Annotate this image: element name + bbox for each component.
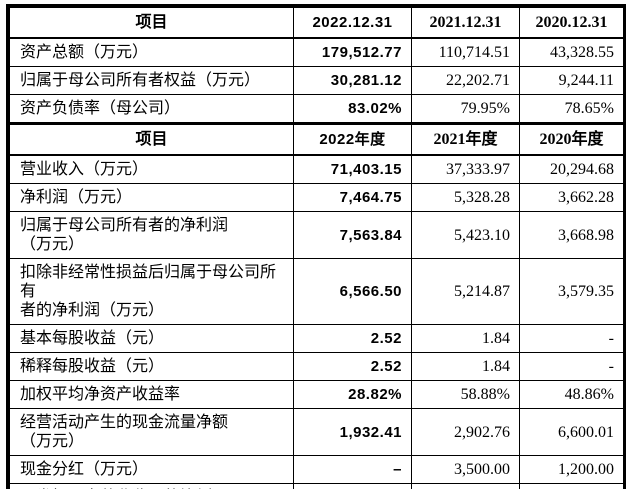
value-2021-cell: 1.84 [411, 352, 520, 381]
row-label-cell: 现金分红（万元） [9, 455, 294, 484]
value-2020-cell: 43,328.55 [519, 37, 624, 67]
table-row-weighted-avg-roe: 加权平均净资产收益率 28.82% 58.88% 48.86% [9, 380, 624, 409]
income-statement-table: 项目 2022年度 2021年度 2020年度 营业收入（万元） 71,403.… [9, 123, 624, 489]
value-2020-cell: 9,244.11 [519, 66, 624, 95]
table-row-debt-ratio: 资产负债率（母公司） 83.02% 79.95% 78.65% [9, 94, 624, 123]
value-2021-cell: 3,500.00 [411, 455, 520, 484]
column-header-2022-year: 2022年度 [293, 123, 412, 156]
value-2022-cell: 83.02% [293, 94, 412, 123]
table-row-diluted-eps: 稀释每股收益（元） 2.52 1.84 - [9, 352, 624, 381]
value-2022-cell: 1,932.41 [293, 408, 412, 456]
value-2021-cell: 1.84 [411, 324, 520, 353]
value-2020-cell: 20,294.68 [519, 154, 624, 184]
table-row-cash-dividend: 现金分红（万元） – 3,500.00 1,200.00 [9, 455, 624, 484]
value-2022-cell: 71,403.15 [293, 154, 412, 184]
row-label-cell: 研发投入占营业收入的比例 [9, 483, 294, 489]
table-row-rd-ratio: 研发投入占营业收入的比例 6.13% 6.44% 9.67% [9, 483, 624, 489]
value-2022-cell: 6,566.50 [293, 258, 412, 325]
row-label-cell: 稀释每股收益（元） [9, 352, 294, 381]
table-row-revenue: 营业收入（万元） 71,403.15 37,333.97 20,294.68 [9, 154, 624, 184]
value-2022-cell: 30,281.12 [293, 66, 412, 95]
value-2021-cell: 58.88% [411, 380, 520, 409]
value-2020-cell: 3,668.98 [519, 211, 624, 259]
row-label-cell: 基本每股收益（元） [9, 324, 294, 353]
row-label-cell: 经营活动产生的现金流量净额 （万元） [9, 408, 294, 456]
row-label-cell: 净利润（万元） [9, 183, 294, 212]
row-label-cell: 营业收入（万元） [9, 154, 294, 184]
value-2022-cell: 6.13% [293, 483, 412, 489]
column-header-2021-year: 2021年度 [411, 123, 520, 156]
value-2020-cell: 9.67% [519, 483, 624, 489]
value-2022-cell: 2.52 [293, 352, 412, 381]
row-label-cell: 资产总额（万元） [9, 37, 294, 67]
value-2021-cell: 6.44% [411, 483, 520, 489]
column-header-item: 项目 [9, 123, 294, 156]
table-row-total-assets: 资产总额（万元） 179,512.77 110,714.51 43,328.55 [9, 37, 624, 67]
row-label-cell: 归属于母公司所有者权益（万元） [9, 66, 294, 95]
value-2021-cell: 5,214.87 [411, 258, 520, 325]
value-2020-cell: 1,200.00 [519, 455, 624, 484]
value-2022-cell: 7,464.75 [293, 183, 412, 212]
value-2020-cell: - [519, 324, 624, 353]
table-row-deducted-net-profit: 扣除非经常性损益后归属于母公司所有 者的净利润（万元） 6,566.50 5,2… [9, 258, 624, 325]
balance-sheet-table: 项目 2022.12.31 2021.12.31 2020.12.31 资产总额… [9, 7, 624, 123]
value-2021-cell: 79.95% [411, 94, 520, 123]
value-2022-cell: 2.52 [293, 324, 412, 353]
balance-header-row: 项目 2022.12.31 2021.12.31 2020.12.31 [9, 7, 624, 39]
column-header-item: 项目 [9, 7, 294, 39]
value-2020-cell: 3,662.28 [519, 183, 624, 212]
column-header-2021-12-31: 2021.12.31 [411, 7, 520, 39]
value-2022-cell: 179,512.77 [293, 37, 412, 67]
value-2022-cell: 7,563.84 [293, 211, 412, 259]
column-header-2020-12-31: 2020.12.31 [519, 7, 624, 39]
value-2020-cell: 48.86% [519, 380, 624, 409]
table-row-parent-net-profit: 归属于母公司所有者的净利润 （万元） 7,563.84 5,423.10 3,6… [9, 211, 624, 259]
value-2021-cell: 22,202.71 [411, 66, 520, 95]
row-label-cell: 资产负债率（母公司） [9, 94, 294, 123]
value-2020-cell: 78.65% [519, 94, 624, 123]
table-row-net-profit: 净利润（万元） 7,464.75 5,328.28 3,662.28 [9, 183, 624, 212]
table-row-operating-cash-flow: 经营活动产生的现金流量净额 （万元） 1,932.41 2,902.76 6,6… [9, 408, 624, 456]
row-label-cell: 扣除非经常性损益后归属于母公司所有 者的净利润（万元） [9, 258, 294, 325]
row-label-cell: 加权平均净资产收益率 [9, 380, 294, 409]
value-2021-cell: 2,902.76 [411, 408, 520, 456]
value-2020-cell: - [519, 352, 624, 381]
value-2020-cell: 3,579.35 [519, 258, 624, 325]
value-2021-cell: 5,328.28 [411, 183, 520, 212]
value-2022-cell: – [293, 455, 412, 484]
table-row-parent-equity: 归属于母公司所有者权益（万元） 30,281.12 22,202.71 9,24… [9, 66, 624, 95]
table-row-basic-eps: 基本每股收益（元） 2.52 1.84 - [9, 324, 624, 353]
value-2021-cell: 37,333.97 [411, 154, 520, 184]
value-2020-cell: 6,600.01 [519, 408, 624, 456]
value-2022-cell: 28.82% [293, 380, 412, 409]
column-header-2022-12-31: 2022.12.31 [293, 7, 412, 39]
financial-summary-tables: 项目 2022.12.31 2021.12.31 2020.12.31 资产总额… [6, 4, 626, 489]
value-2021-cell: 5,423.10 [411, 211, 520, 259]
income-header-row: 项目 2022年度 2021年度 2020年度 [9, 123, 624, 156]
column-header-2020-year: 2020年度 [519, 123, 624, 156]
row-label-cell: 归属于母公司所有者的净利润 （万元） [9, 211, 294, 259]
value-2021-cell: 110,714.51 [411, 37, 520, 67]
